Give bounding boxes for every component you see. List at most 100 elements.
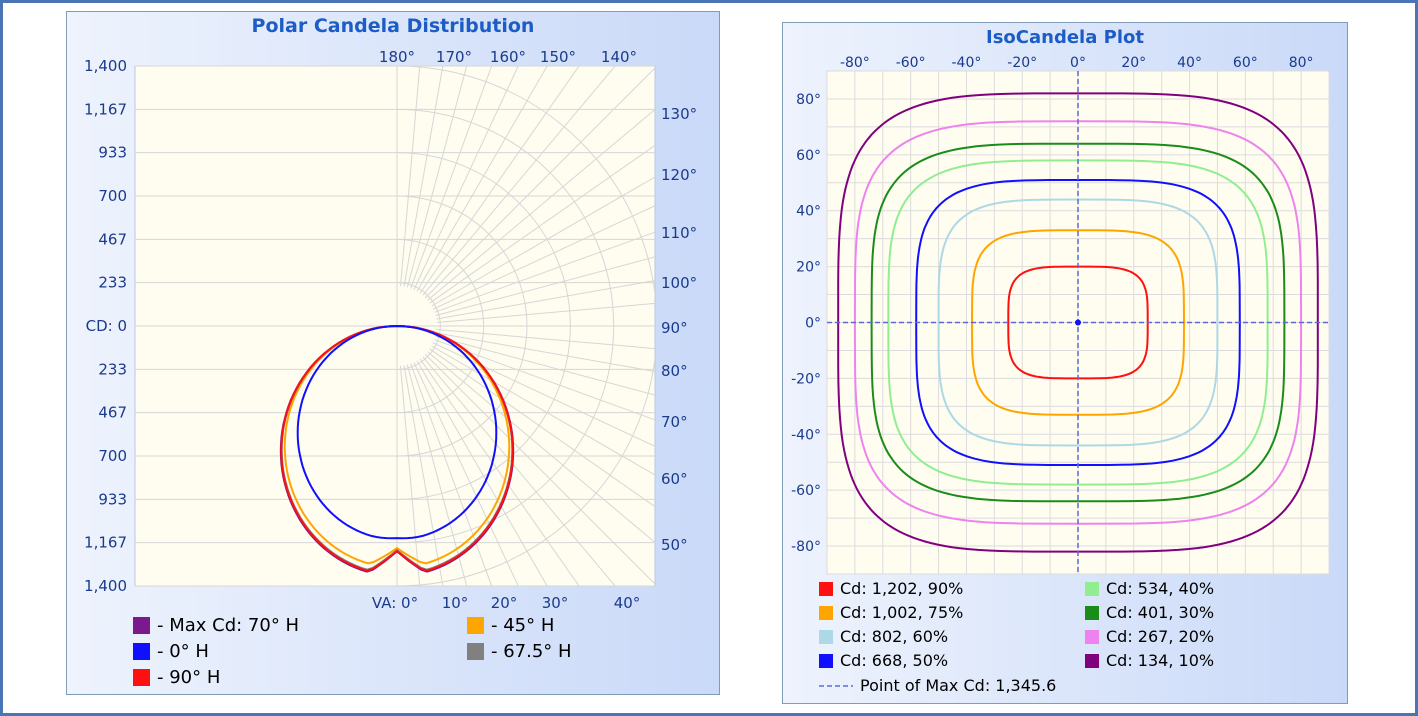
grid-spoke: [434, 231, 655, 313]
isocandela-chart-panel: IsoCandela Plot -80° -60° -40° -20° 0° 20° 40°…: [782, 22, 1348, 704]
grid-spoke: [403, 365, 444, 586]
radial-tick-label: 1,167: [84, 100, 127, 118]
angle-label-right: 120°: [661, 166, 697, 184]
grid-spoke: [431, 345, 655, 476]
grid-spoke: [433, 342, 655, 447]
legend-swatch: [819, 653, 833, 668]
angle-label-top: 170°: [436, 48, 472, 66]
grid-spoke: [436, 302, 655, 324]
polar-chart-title: Polar Candela Distribution: [251, 15, 535, 37]
grid-spoke: [399, 66, 421, 287]
polar-legend-label: - Max Cd: 70° H: [157, 615, 300, 636]
angle-label-right: 80°: [661, 362, 688, 380]
iso-contour-line: [1007, 265, 1149, 380]
legend-swatch: [819, 629, 833, 644]
iso-legend-label: Cd: 134, 10%: [1106, 651, 1215, 670]
grid-spoke: [424, 353, 655, 585]
legend-swatch: [1085, 605, 1099, 620]
radial-tick-label: 467: [98, 230, 127, 248]
x-tick-label: 80°: [1289, 55, 1314, 71]
legend-swatch: [1085, 653, 1099, 668]
angle-label-bottom: 30°: [542, 594, 569, 612]
iso-contour-line: [887, 159, 1269, 486]
iso-legend-item: Cd: 802, 60%: [819, 627, 948, 646]
polar-series-line: [283, 324, 511, 565]
grid-spoke: [406, 364, 468, 586]
grid-spoke: [436, 279, 655, 320]
legend-swatch: [819, 581, 833, 596]
angle-label-right: 50°: [661, 536, 688, 554]
angle-label-bottom: 40°: [614, 594, 641, 612]
isocandela-chart: -80° -60° -40° -20° 0° 20° 40° 60° 80° 80° 60° 40° 2…: [791, 55, 1330, 575]
iso-legend-item: Cd: 1,002, 75%: [819, 603, 963, 622]
iso-chart-title: IsoCandela Plot: [986, 27, 1144, 48]
y-tick-label: 20°: [796, 260, 821, 276]
radial-tick-label: 233: [98, 274, 127, 292]
iso-contour-line: [937, 198, 1219, 447]
polar-radial-grid: [396, 66, 655, 586]
legend-swatch: [133, 617, 150, 634]
y-tick-label: 40°: [796, 204, 821, 220]
grid-spoke: [399, 365, 421, 586]
polar-chart-panel: Polar Candela Distribution 1,400 1,167 933…: [66, 11, 720, 695]
y-tick-label: -80°: [791, 539, 821, 555]
iso-legend-label: Cd: 267, 20%: [1106, 627, 1215, 646]
angle-label-bottom: 10°: [442, 594, 469, 612]
polar-legend-item: - 90° H: [133, 667, 220, 688]
angle-label-top: 160°: [490, 48, 526, 66]
angle-label-right: 60°: [661, 470, 688, 488]
grid-spoke: [422, 356, 616, 586]
grid-spoke: [416, 360, 548, 586]
iso-legend-item: Cd: 401, 30%: [1085, 603, 1214, 622]
polar-legend-item: - 67.5° H: [467, 641, 572, 662]
angle-label-right: 130°: [661, 105, 697, 123]
grid-spoke: [410, 66, 493, 289]
x-tick-label: -40°: [952, 55, 982, 71]
iso-legend-item: Cd: 1,202, 90%: [819, 579, 963, 598]
x-tick-label: 0°: [1070, 55, 1086, 71]
grid-spoke: [419, 358, 580, 586]
grid-spoke: [424, 67, 655, 299]
iso-legend-item: Cd: 534, 40%: [1085, 579, 1214, 598]
radial-tick-label: 467: [98, 404, 127, 422]
y-tick-label: -40°: [791, 427, 821, 443]
grid-spoke: [427, 108, 655, 301]
radial-tick-label: 700: [98, 447, 127, 465]
grid-spoke: [416, 66, 548, 292]
angle-label-top: 140°: [601, 48, 637, 66]
grid-spoke: [406, 66, 468, 288]
radial-tick-label: 1,167: [84, 534, 127, 552]
polar-legend-label: - 67.5° H: [491, 641, 572, 662]
legend-swatch: [133, 669, 150, 686]
iso-legend-label: Cd: 668, 50%: [840, 651, 949, 670]
x-tick-label: -60°: [896, 55, 926, 71]
iso-legend-item: Cd: 267, 20%: [1085, 627, 1214, 646]
angle-label-top: 180°: [379, 48, 415, 66]
radial-tick-label: 933: [98, 144, 127, 162]
polar-series-line: [296, 324, 498, 540]
angle-label-right: 90°: [661, 319, 688, 337]
grid-spoke: [435, 335, 655, 396]
polar-legend-label: - 90° H: [157, 667, 221, 688]
radial-tick-label: 933: [98, 490, 127, 508]
polar-chart: 1,400 1,167 933 700 467 233 CD: 0 233 467 700 933 1…: [84, 48, 697, 612]
grid-spoke: [433, 205, 655, 310]
radial-tick-label: 233: [98, 360, 127, 378]
grid-spoke: [413, 66, 519, 290]
iso-legend-item: Cd: 134, 10%: [1085, 651, 1214, 670]
grid-spoke: [429, 348, 655, 508]
iso-legend-max-point-label: Point of Max Cd: 1,345.6: [860, 676, 1057, 695]
radial-tick-label: CD: 0: [86, 317, 127, 335]
grid-spoke: [436, 328, 655, 350]
polar-legend-item: - 45° H: [467, 615, 554, 636]
y-tick-label: 60°: [796, 148, 821, 164]
max-point-line-icon: [819, 684, 853, 687]
grid-spoke: [436, 332, 655, 373]
iso-legend-label: Cd: 1,002, 75%: [840, 603, 964, 622]
y-tick-label: 0°: [805, 316, 821, 332]
legend-swatch: [1085, 581, 1099, 596]
grid-spoke: [427, 351, 655, 544]
iso-legend-item: Cd: 668, 50%: [819, 651, 948, 670]
iso-legend-item: Point of Max Cd: 1,345.6: [819, 676, 1056, 695]
